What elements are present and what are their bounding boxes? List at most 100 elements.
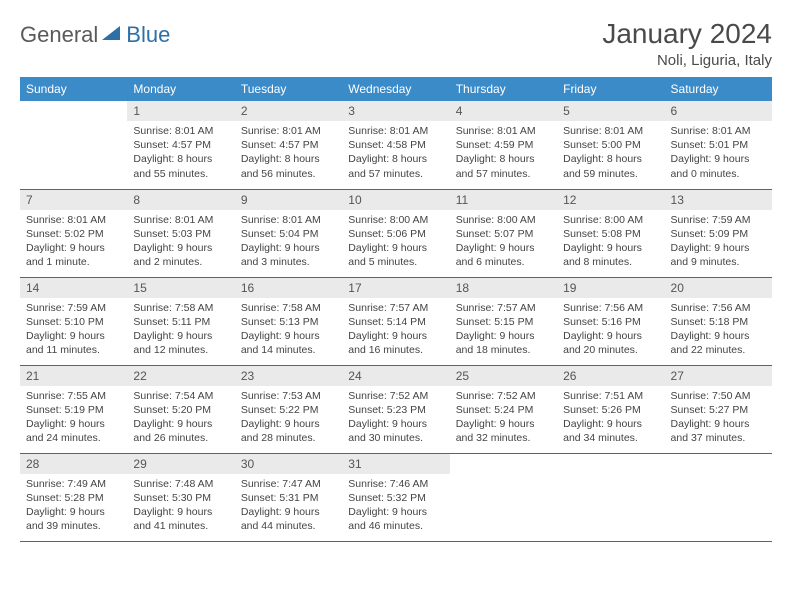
day-details: Sunrise: 8:00 AMSunset: 5:06 PMDaylight:… bbox=[342, 210, 449, 276]
day-number: 25 bbox=[450, 366, 557, 386]
day-cell bbox=[20, 101, 127, 189]
day-detail-line: Sunset: 5:06 PM bbox=[348, 227, 443, 241]
day-number: 2 bbox=[235, 101, 342, 121]
day-detail-line: and 1 minute. bbox=[26, 255, 121, 269]
day-number: 14 bbox=[20, 278, 127, 298]
day-number: 7 bbox=[20, 190, 127, 210]
day-details: Sunrise: 8:01 AMSunset: 5:03 PMDaylight:… bbox=[127, 210, 234, 276]
day-detail-line: Sunrise: 7:52 AM bbox=[348, 389, 443, 403]
day-number: 23 bbox=[235, 366, 342, 386]
day-detail-line: Sunset: 5:08 PM bbox=[563, 227, 658, 241]
day-detail-line: and 26 minutes. bbox=[133, 431, 228, 445]
day-detail-line: Daylight: 9 hours bbox=[348, 329, 443, 343]
day-detail-line: and 56 minutes. bbox=[241, 167, 336, 181]
day-cell: 18Sunrise: 7:57 AMSunset: 5:15 PMDayligh… bbox=[450, 277, 557, 365]
day-number: 6 bbox=[665, 101, 772, 121]
day-detail-line: and 57 minutes. bbox=[456, 167, 551, 181]
day-detail-line: Sunset: 5:30 PM bbox=[133, 491, 228, 505]
day-detail-line: Daylight: 9 hours bbox=[456, 329, 551, 343]
day-number: 19 bbox=[557, 278, 664, 298]
logo-text-part1: General bbox=[20, 22, 98, 48]
day-detail-line: and 3 minutes. bbox=[241, 255, 336, 269]
day-detail-line: Daylight: 9 hours bbox=[456, 241, 551, 255]
day-number: 24 bbox=[342, 366, 449, 386]
day-detail-line: Sunset: 5:27 PM bbox=[671, 403, 766, 417]
day-detail-line: Daylight: 9 hours bbox=[241, 329, 336, 343]
day-detail-line: Sunrise: 8:01 AM bbox=[26, 213, 121, 227]
day-number: 29 bbox=[127, 454, 234, 474]
triangle-icon bbox=[102, 24, 122, 47]
day-number: 3 bbox=[342, 101, 449, 121]
day-detail-line: Sunset: 5:01 PM bbox=[671, 138, 766, 152]
day-cell: 19 Sunrise: 7:56 AMSunset: 5:16 PMDayligh… bbox=[557, 277, 664, 365]
day-detail-line: and 9 minutes. bbox=[671, 255, 766, 269]
day-detail-line: Daylight: 9 hours bbox=[563, 329, 658, 343]
day-detail-line: Sunset: 5:00 PM bbox=[563, 138, 658, 152]
day-detail-line: Sunrise: 7:56 AM bbox=[563, 301, 658, 315]
day-detail-line: Sunrise: 7:56 AM bbox=[671, 301, 766, 315]
day-details: Sunrise: 7:56 AMSunset: 5:18 PMDaylight:… bbox=[665, 298, 772, 364]
day-detail-line: and 44 minutes. bbox=[241, 519, 336, 533]
day-detail-line: and 5 minutes. bbox=[348, 255, 443, 269]
day-cell: 23Sunrise: 7:53 AMSunset: 5:22 PMDayligh… bbox=[235, 365, 342, 453]
day-details: Sunrise: 8:01 AMSunset: 5:00 PMDaylight:… bbox=[557, 121, 664, 187]
day-detail-line: Sunset: 5:16 PM bbox=[563, 315, 658, 329]
day-detail-line: Sunset: 5:07 PM bbox=[456, 227, 551, 241]
day-details: Sunrise: 7:58 AMSunset: 5:13 PMDaylight:… bbox=[235, 298, 342, 364]
day-cell: 16Sunrise: 7:58 AMSunset: 5:13 PMDayligh… bbox=[235, 277, 342, 365]
day-cell: 30Sunrise: 7:47 AMSunset: 5:31 PMDayligh… bbox=[235, 453, 342, 541]
day-cell: 26Sunrise: 7:51 AMSunset: 5:26 PMDayligh… bbox=[557, 365, 664, 453]
day-detail-line: and 55 minutes. bbox=[133, 167, 228, 181]
day-cell: 6Sunrise: 8:01 AMSunset: 5:01 PMDaylight… bbox=[665, 101, 772, 189]
day-detail-line: and 16 minutes. bbox=[348, 343, 443, 357]
page-header: General Blue January 2024 Noli, Liguria,… bbox=[20, 18, 772, 69]
day-detail-line: Sunrise: 8:01 AM bbox=[348, 124, 443, 138]
day-detail-line: Sunrise: 7:47 AM bbox=[241, 477, 336, 491]
day-detail-line: Sunrise: 7:49 AM bbox=[26, 477, 121, 491]
day-details bbox=[665, 460, 772, 469]
day-cell: 14Sunrise: 7:59 AMSunset: 5:10 PMDayligh… bbox=[20, 277, 127, 365]
day-detail-line: and 46 minutes. bbox=[348, 519, 443, 533]
day-details: Sunrise: 7:57 AMSunset: 5:15 PMDaylight:… bbox=[450, 298, 557, 364]
day-detail-line: Sunset: 5:11 PM bbox=[133, 315, 228, 329]
day-cell: 3Sunrise: 8:01 AMSunset: 4:58 PMDaylight… bbox=[342, 101, 449, 189]
weekday-header: Friday bbox=[557, 77, 664, 101]
day-number: 11 bbox=[450, 190, 557, 210]
day-detail-line: Sunrise: 7:57 AM bbox=[456, 301, 551, 315]
day-cell: 29Sunrise: 7:48 AMSunset: 5:30 PMDayligh… bbox=[127, 453, 234, 541]
day-cell: 31Sunrise: 7:46 AMSunset: 5:32 PMDayligh… bbox=[342, 453, 449, 541]
day-cell: 7Sunrise: 8:01 AMSunset: 5:02 PMDaylight… bbox=[20, 189, 127, 277]
day-details: Sunrise: 8:01 AMSunset: 4:59 PMDaylight:… bbox=[450, 121, 557, 187]
day-cell: 28Sunrise: 7:49 AMSunset: 5:28 PMDayligh… bbox=[20, 453, 127, 541]
day-detail-line: Sunset: 5:26 PM bbox=[563, 403, 658, 417]
logo: General Blue bbox=[20, 18, 170, 48]
day-details: Sunrise: 8:01 AMSunset: 4:57 PMDaylight:… bbox=[127, 121, 234, 187]
day-detail-line: Daylight: 9 hours bbox=[563, 417, 658, 431]
day-cell: 2Sunrise: 8:01 AMSunset: 4:57 PMDaylight… bbox=[235, 101, 342, 189]
day-detail-line: Sunset: 4:57 PM bbox=[241, 138, 336, 152]
day-details: Sunrise: 7:59 AMSunset: 5:10 PMDaylight:… bbox=[20, 298, 127, 364]
calendar-table: Sunday Monday Tuesday Wednesday Thursday… bbox=[20, 77, 772, 542]
day-detail-line: Daylight: 9 hours bbox=[26, 329, 121, 343]
day-number: 13 bbox=[665, 190, 772, 210]
day-detail-line: Daylight: 9 hours bbox=[348, 417, 443, 431]
day-detail-line: Daylight: 8 hours bbox=[241, 152, 336, 166]
day-detail-line: Sunrise: 8:01 AM bbox=[133, 124, 228, 138]
day-details: Sunrise: 7:52 AMSunset: 5:24 PMDaylight:… bbox=[450, 386, 557, 452]
day-detail-line: Daylight: 8 hours bbox=[348, 152, 443, 166]
day-detail-line: Sunset: 5:24 PM bbox=[456, 403, 551, 417]
day-number: 20 bbox=[665, 278, 772, 298]
day-detail-line: Daylight: 9 hours bbox=[671, 152, 766, 166]
day-details bbox=[557, 460, 664, 469]
day-detail-line: and 20 minutes. bbox=[563, 343, 658, 357]
day-detail-line: Sunrise: 8:00 AM bbox=[456, 213, 551, 227]
day-detail-line: Sunrise: 7:51 AM bbox=[563, 389, 658, 403]
day-cell: 5Sunrise: 8:01 AMSunset: 5:00 PMDaylight… bbox=[557, 101, 664, 189]
day-detail-line: Daylight: 9 hours bbox=[133, 505, 228, 519]
weekday-header-row: Sunday Monday Tuesday Wednesday Thursday… bbox=[20, 77, 772, 101]
day-cell: 1Sunrise: 8:01 AMSunset: 4:57 PMDaylight… bbox=[127, 101, 234, 189]
day-number: 22 bbox=[127, 366, 234, 386]
day-detail-line: Daylight: 9 hours bbox=[26, 505, 121, 519]
weekday-header: Sunday bbox=[20, 77, 127, 101]
day-detail-line: and 41 minutes. bbox=[133, 519, 228, 533]
